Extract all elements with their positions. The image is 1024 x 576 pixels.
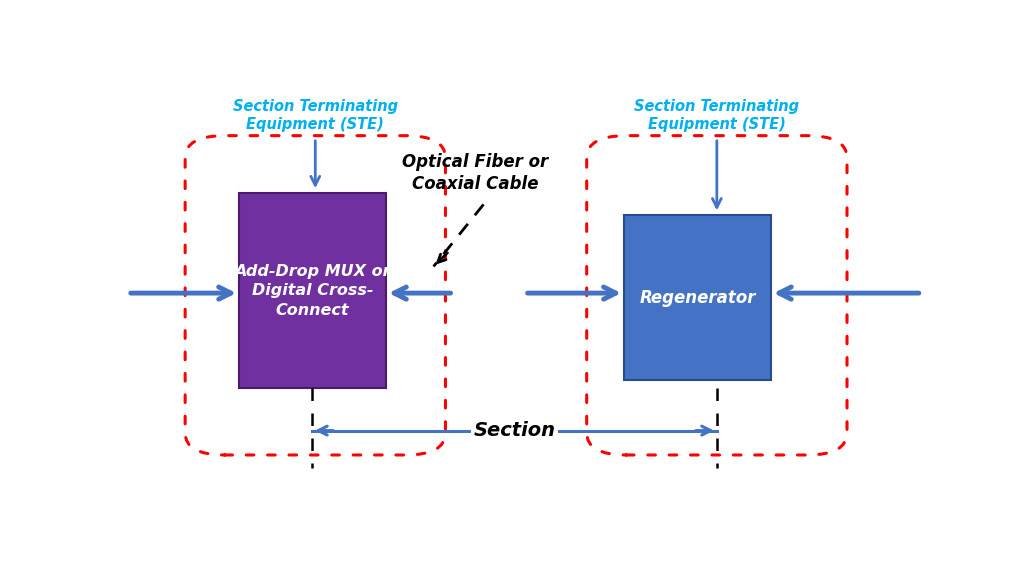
- Text: Section Terminating
Equipment (STE): Section Terminating Equipment (STE): [634, 99, 800, 132]
- Text: Regenerator: Regenerator: [639, 289, 756, 306]
- FancyBboxPatch shape: [624, 215, 771, 380]
- Text: Add-Drop MUX or
Digital Cross-
Connect: Add-Drop MUX or Digital Cross- Connect: [234, 264, 391, 318]
- FancyBboxPatch shape: [240, 194, 386, 388]
- Text: Section Terminating
Equipment (STE): Section Terminating Equipment (STE): [232, 99, 398, 132]
- Text: Optical Fiber or
Coaxial Cable: Optical Fiber or Coaxial Cable: [402, 153, 549, 194]
- Text: Section: Section: [473, 421, 555, 440]
